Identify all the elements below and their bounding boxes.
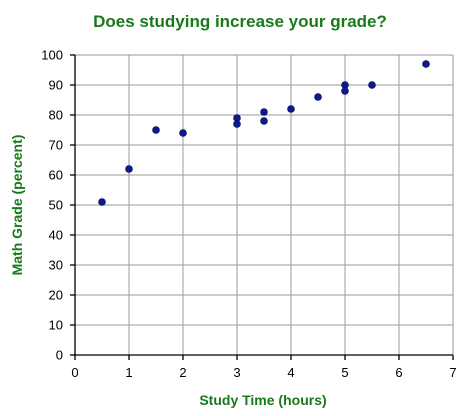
data-point [152, 126, 160, 134]
chart-title: Does studying increase your grade? [93, 12, 387, 31]
x-tick-label: 1 [125, 365, 132, 380]
data-point [125, 165, 133, 173]
data-point [233, 120, 241, 128]
x-tick-label: 5 [341, 365, 348, 380]
x-axis-label: Study Time (hours) [199, 392, 326, 408]
data-point [260, 117, 268, 125]
y-tick-label: 30 [49, 258, 63, 273]
data-points [98, 60, 430, 206]
x-tick-label: 4 [287, 365, 294, 380]
data-point [368, 81, 376, 89]
y-tick-label: 20 [49, 288, 63, 303]
y-tick-label: 60 [49, 168, 63, 183]
y-tick-label: 10 [49, 318, 63, 333]
y-tick-label: 80 [49, 108, 63, 123]
x-tick-label: 6 [395, 365, 402, 380]
data-point [98, 198, 106, 206]
y-tick-label: 50 [49, 198, 63, 213]
grid-lines [75, 54, 454, 355]
y-axis-label: Math Grade (percent) [9, 135, 25, 276]
y-tick-label: 0 [56, 348, 63, 363]
x-tick-label: 3 [233, 365, 240, 380]
y-tick-label: 40 [49, 228, 63, 243]
data-point [260, 108, 268, 116]
data-point [179, 129, 187, 137]
axes [70, 54, 454, 360]
data-point [341, 87, 349, 95]
data-point [422, 60, 430, 68]
y-tick-label: 90 [49, 78, 63, 93]
data-point [314, 93, 322, 101]
data-point [287, 105, 295, 113]
y-tick-label: 70 [49, 138, 63, 153]
x-tick-label: 7 [449, 365, 456, 380]
y-tick-label: 100 [41, 48, 63, 63]
x-tick-label: 2 [179, 365, 186, 380]
x-tick-label: 0 [71, 365, 78, 380]
